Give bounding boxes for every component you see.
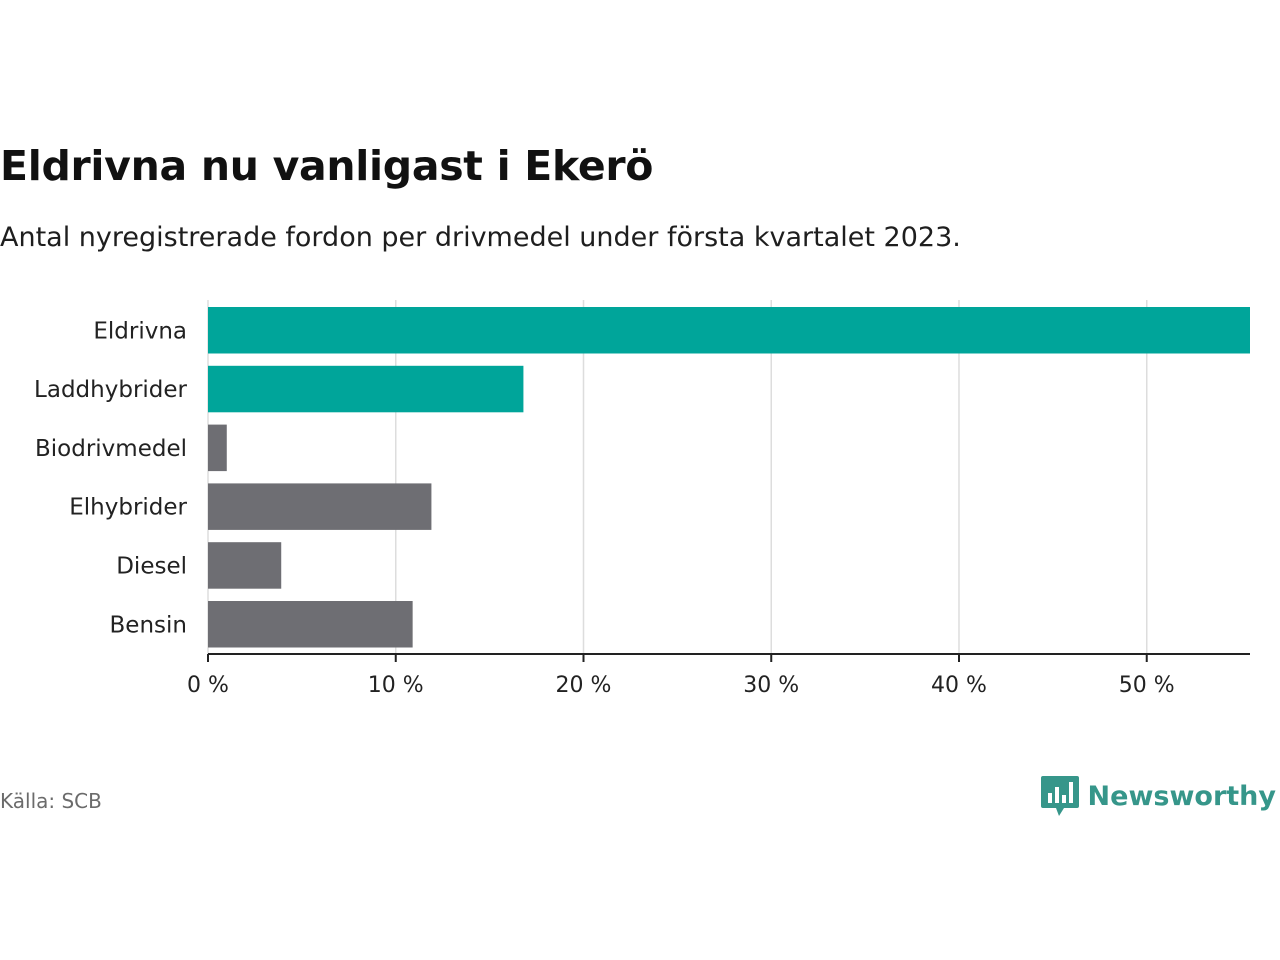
chart-subtitle: Antal nyregistrerade fordon per drivmede…: [0, 222, 961, 253]
chart-title: Eldrivna nu vanligast i Ekerö: [0, 142, 654, 190]
bars: [208, 307, 1250, 648]
category-label-elhybrider: Elhybrider: [69, 495, 187, 521]
bar-chart-speech-bubble-icon: [1040, 776, 1079, 816]
x-tick-label-50: 50 %: [1119, 673, 1175, 698]
gridlines: [207, 300, 1148, 654]
bar-biodrivmedel: [208, 424, 227, 472]
newsworthy-logo: Newsworthy: [1040, 774, 1276, 818]
category-label-laddhybrider: Laddhybrider: [34, 377, 187, 403]
bar-laddhybrider: [208, 365, 524, 413]
category-label-bensin: Bensin: [110, 612, 187, 638]
x-tick-label-30: 30 %: [743, 673, 799, 698]
bar-bensin: [208, 601, 413, 648]
bar-eldrivna: [208, 307, 1250, 354]
x-axis: 0 % 10 % 20 % 30 % 40 % 50 %: [187, 653, 1250, 698]
bar-elhybrider: [208, 483, 432, 530]
x-tick-label-20: 20 %: [556, 673, 612, 698]
source-note: Källa: SCB: [0, 789, 102, 813]
category-labels: Eldrivna Laddhybrider Biodrivmedel Elhybrid…: [34, 318, 187, 638]
x-tick-label-10: 10 %: [368, 673, 424, 698]
category-label-biodrivmedel: Biodrivmedel: [35, 436, 187, 462]
category-label-eldrivna: Eldrivna: [93, 318, 187, 344]
category-label-diesel: Diesel: [116, 553, 187, 579]
x-tick-label-40: 40 %: [931, 673, 987, 698]
x-tick-label-0: 0 %: [187, 673, 229, 698]
brand-name: Newsworthy: [1087, 780, 1276, 812]
bar-diesel: [208, 542, 282, 589]
